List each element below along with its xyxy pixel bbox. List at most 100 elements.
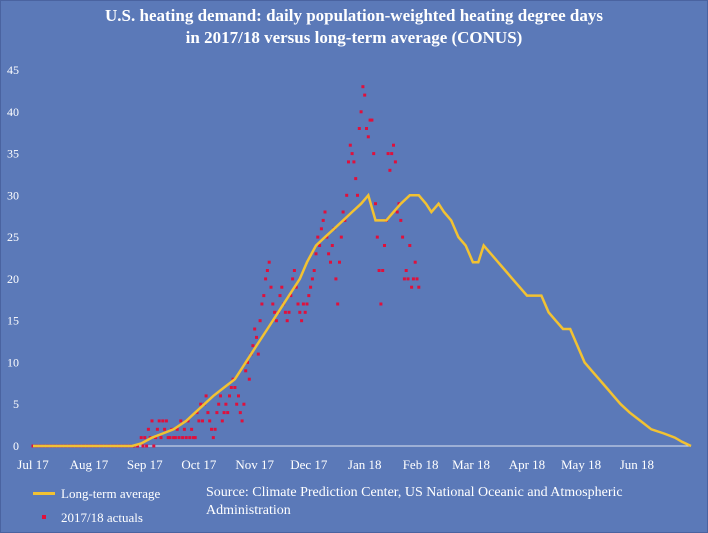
chart-plot: 0 5 10 15 20 25 30 35 40 45 Jul 17 Aug 17 Sep 17 Oct… <box>7 63 692 472</box>
actuals-point-97 <box>260 302 264 306</box>
actuals-point-150 <box>356 193 359 197</box>
legend-item-average: Long-term average <box>31 483 211 507</box>
actuals-point-138 <box>334 277 338 281</box>
actuals-point-73 <box>217 402 221 406</box>
actuals-point-177 <box>404 269 408 272</box>
actuals-point-119 <box>300 319 304 323</box>
actuals-point-85 <box>238 411 242 415</box>
actuals-point-101 <box>267 260 271 264</box>
actuals-point-29 <box>136 444 140 448</box>
actuals-point-135 <box>329 260 332 264</box>
x-tick-label-mar-18: Mar 18 <box>452 457 490 472</box>
legend-swatch-line <box>33 492 55 495</box>
actuals-point-80 <box>229 386 233 389</box>
x-tick-label-sep-17: Sep 17 <box>127 457 163 472</box>
actuals-point-92 <box>251 344 255 348</box>
actuals-point-163 <box>379 302 383 306</box>
y-tick-label-25: 25 <box>7 230 19 244</box>
actuals-point-50 <box>175 427 179 431</box>
actuals-point-164 <box>381 269 385 272</box>
actuals-point-148 <box>352 160 356 164</box>
actuals-point-48 <box>172 436 176 440</box>
actuals-point-77 <box>224 402 228 406</box>
actuals-point-86 <box>240 419 244 423</box>
actuals-point-96 <box>258 319 262 323</box>
actuals-point-117 <box>296 302 300 306</box>
source-note: Source: Climate Prediction Center, US Na… <box>206 485 623 518</box>
actuals-point-58 <box>190 427 194 431</box>
y-tick-label-15: 15 <box>7 314 19 328</box>
actuals-point-99 <box>264 277 268 281</box>
x-tick-label-apr-18: Apr 18 <box>509 457 545 472</box>
actuals-point-88 <box>244 369 248 373</box>
actuals-point-139 <box>336 302 340 306</box>
actuals-point-74 <box>219 394 222 398</box>
actuals-point-63 <box>199 402 203 406</box>
actuals-point-113 <box>289 294 293 298</box>
actuals-point-170 <box>392 143 395 147</box>
actuals-point-136 <box>330 244 334 247</box>
actuals-point-118 <box>298 310 302 314</box>
actuals-point-125 <box>310 277 314 281</box>
actuals-point-84 <box>237 394 240 398</box>
actuals-point-32 <box>143 436 147 440</box>
actuals-point-127 <box>314 252 318 256</box>
long-term-average-line <box>33 192 692 448</box>
chart-title-line-2: in 2017/18 versus long-term average (CON… <box>185 28 523 47</box>
actuals-point-102 <box>269 285 273 289</box>
legend-label-average: Long-term average <box>61 486 161 501</box>
actuals-point-107 <box>278 294 282 298</box>
actuals-point-67 <box>206 411 210 415</box>
actuals-points <box>31 85 421 448</box>
actuals-point-120 <box>301 302 305 306</box>
actuals-point-160 <box>374 202 377 206</box>
x-tick-label-may-18: May 18 <box>561 457 601 472</box>
x-tick-label-dec-17: Dec 17 <box>290 457 328 472</box>
actuals-point-134 <box>327 252 331 256</box>
actuals-point-54 <box>182 427 186 431</box>
x-axis: Jul 17 Aug 17 Sep 17 Oct 17 Nov 17 Dec 17 Jan … <box>17 457 654 472</box>
actuals-point-111 <box>285 319 289 323</box>
actuals-point-83 <box>235 402 239 406</box>
actuals-point-122 <box>305 302 309 306</box>
actuals-point-45 <box>166 436 170 440</box>
actuals-point-172 <box>395 210 399 214</box>
actuals-point-108 <box>280 285 284 289</box>
actuals-point-175 <box>401 235 405 239</box>
actuals-point-147 <box>350 152 354 156</box>
actuals-point-57 <box>188 436 192 440</box>
actuals-point-130 <box>319 227 323 231</box>
x-tick-label-jan-18: Jan 18 <box>348 457 382 472</box>
actuals-point-62 <box>197 419 201 423</box>
actuals-point-90 <box>247 377 251 381</box>
actuals-point-69 <box>210 427 213 431</box>
x-tick-label-jul-17: Jul 17 <box>17 457 49 472</box>
actuals-point-75 <box>220 419 224 423</box>
actuals-point-149 <box>354 177 358 181</box>
actuals-point-146 <box>348 143 352 147</box>
y-tick-label-30: 30 <box>7 188 19 202</box>
actuals-point-114 <box>291 277 295 281</box>
y-tick-label-0: 0 <box>13 439 19 453</box>
legend-label-actuals: 2017/18 actuals <box>61 510 143 525</box>
chart-title-line-1: U.S. heating demand: daily population-we… <box>105 6 603 25</box>
actuals-point-153 <box>361 85 365 89</box>
actuals-point-41 <box>159 436 163 440</box>
actuals-point-132 <box>323 210 327 214</box>
actuals-point-168 <box>388 168 392 172</box>
actuals-point-154 <box>363 93 367 97</box>
x-tick-label-jun-18: Jun 18 <box>620 457 654 472</box>
actuals-point-158 <box>370 118 374 122</box>
actuals-point-53 <box>181 436 185 440</box>
actuals-point-155 <box>365 127 368 130</box>
actuals-point-40 <box>157 419 161 423</box>
legend: Long-term average 2017/18 actuals <box>31 483 211 531</box>
actuals-point-64 <box>201 419 204 423</box>
actuals-point-178 <box>406 277 410 281</box>
actuals-point-141 <box>339 235 343 239</box>
actuals-point-157 <box>368 118 372 122</box>
actuals-point-103 <box>271 302 275 306</box>
actuals-point-43 <box>163 427 167 431</box>
actuals-point-131 <box>321 218 325 222</box>
actuals-point-129 <box>318 244 322 247</box>
